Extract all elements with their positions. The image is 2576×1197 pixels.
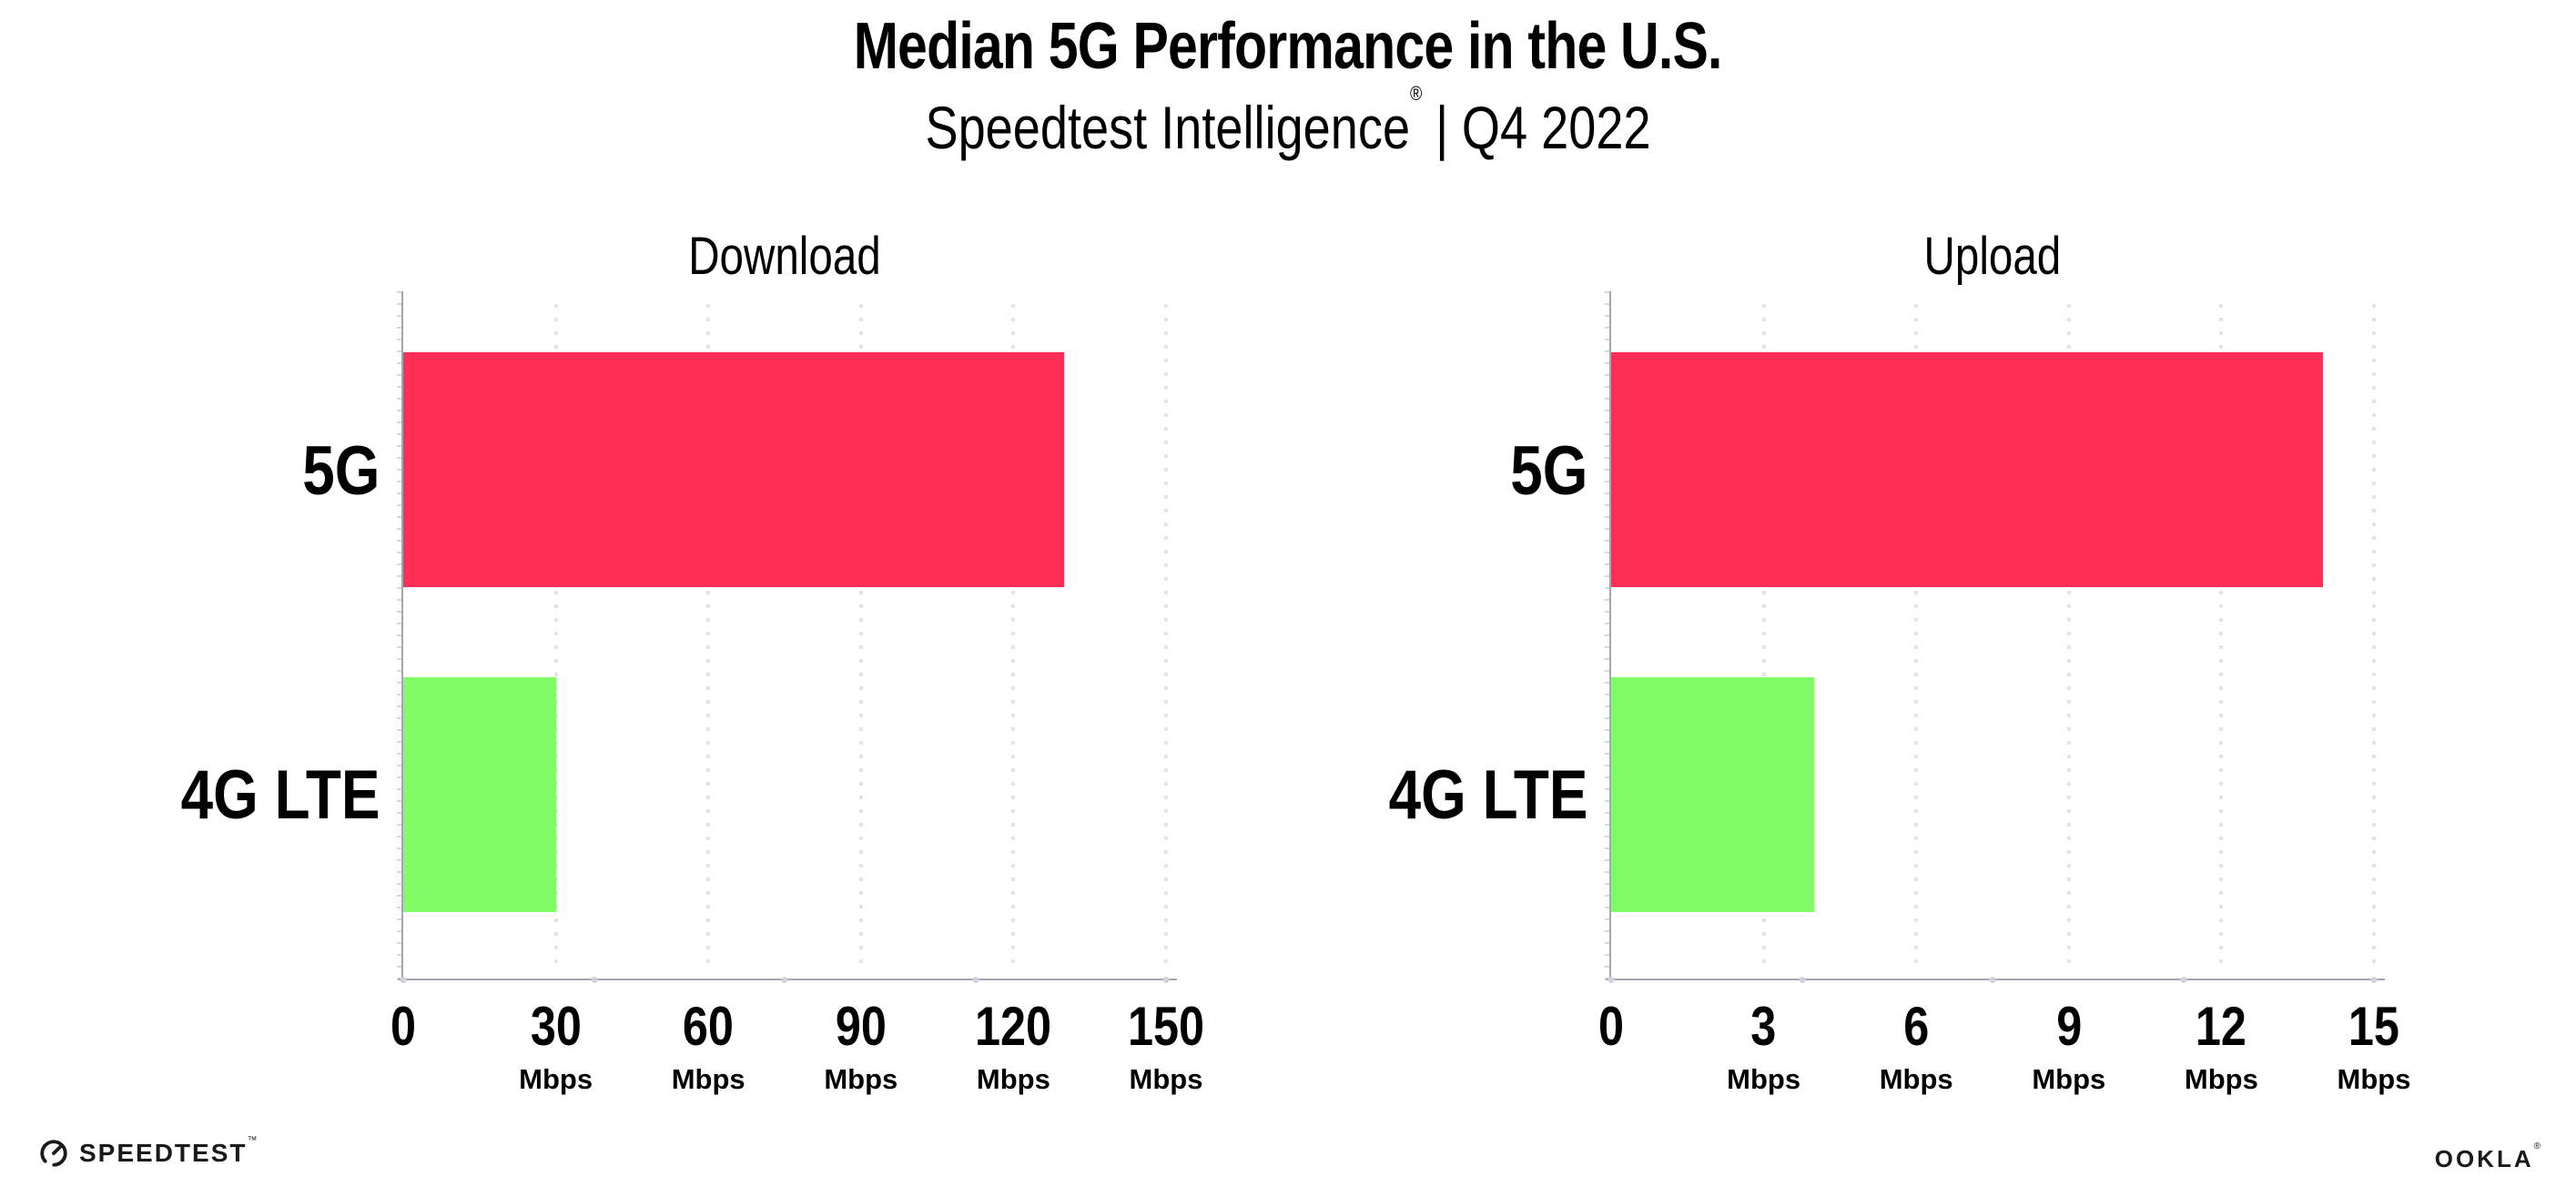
x-tick-value: 6: [1903, 996, 1930, 1057]
x-axis-tick-dot: [1162, 977, 1170, 983]
x-tick-unit: Mbps: [1879, 1063, 1953, 1095]
x-tick-value: 12: [2196, 996, 2247, 1057]
plot-area: [397, 291, 1177, 983]
speedtest-logo: SPEEDTEST™: [38, 1134, 259, 1172]
x-tick-unit: Mbps: [2337, 1063, 2411, 1095]
x-tick-value: 15: [2348, 996, 2400, 1057]
x-tick-unit: Mbps: [1129, 1063, 1203, 1095]
gridline: [2372, 304, 2376, 968]
x-tick-value: 0: [390, 996, 417, 1057]
page-subtitle: Speedtest Intelligence® | Q4 2022: [0, 83, 2576, 161]
x-tick: 120 Mbps: [968, 996, 1059, 1095]
gridline: [1914, 304, 1919, 968]
gridline: [1164, 304, 1168, 968]
x-tick-value: 90: [835, 996, 887, 1057]
x-tick: 60 Mbps: [671, 996, 745, 1095]
x-tick-value: 9: [2055, 996, 2082, 1057]
x-tick-value: 30: [530, 996, 582, 1057]
chart-title: Upload: [1611, 228, 2374, 286]
subtitle-divider: |: [1435, 94, 1449, 161]
subtitle-brand: Speedtest Intelligence: [925, 94, 1411, 161]
x-axis-tick-dot: [2370, 977, 2378, 983]
x-tick-value: 150: [1127, 996, 1205, 1057]
y-axis-line: [1609, 291, 1611, 980]
ookla-logo: OOKLA®: [2434, 1141, 2543, 1173]
x-tick: 30 Mbps: [519, 996, 593, 1095]
x-tick: 15 Mbps: [2337, 996, 2411, 1095]
page-title-text: Median 5G Performance in the U.S.: [854, 10, 1723, 83]
gridline: [553, 304, 558, 968]
x-axis-tick-dot: [400, 977, 407, 983]
gridline: [1011, 304, 1016, 968]
y-axis-minor-ticks: [1605, 291, 1609, 980]
gridline: [858, 304, 863, 968]
category-label-5g: 5G: [112, 421, 380, 522]
gridline: [706, 304, 711, 968]
x-axis-tick-dot: [591, 977, 597, 983]
gridline: [2219, 304, 2224, 968]
x-tick: 90 Mbps: [824, 996, 898, 1095]
ookla-wordmark: OOKLA: [2434, 1145, 2534, 1172]
x-tick-value: 60: [683, 996, 735, 1057]
x-tick: 9 Mbps: [2032, 996, 2106, 1095]
gridline: [2066, 304, 2071, 968]
x-tick: 6 Mbps: [1879, 996, 1953, 1095]
page-title: Median 5G Performance in the U.S.: [0, 10, 2576, 83]
x-axis-tick-dot: [972, 977, 979, 983]
x-axis-tick-dot: [781, 977, 788, 983]
x-axis-ticks: 0 3 Mbps 6 Mbps 9 Mbps 12 Mbps 15 Mbps: [1598, 996, 2410, 1127]
category-label-4g-lte: 4G LTE: [112, 746, 380, 846]
chart-title-text: Upload: [1923, 227, 2062, 286]
y-axis-line: [401, 291, 403, 980]
x-tick-unit: Mbps: [671, 1063, 745, 1095]
bar-5g: [403, 352, 1065, 587]
x-tick-unit: Mbps: [519, 1063, 593, 1095]
chart-title: Download: [403, 228, 1166, 286]
category-label-text: 4G LTE: [180, 756, 380, 834]
registered-mark: ®: [2533, 1141, 2543, 1152]
download-chart: Download 0 30 Mbps 60 Mbps 90 Mbps 120 Mbps 150 Mb…: [112, 218, 1204, 1138]
x-tick-value: 120: [975, 996, 1052, 1057]
x-tick: 0: [388, 999, 418, 1054]
x-tick: 3 Mbps: [1727, 996, 1801, 1095]
x-tick-unit: Mbps: [1727, 1063, 1801, 1095]
gridline: [1761, 304, 1766, 968]
y-axis-minor-ticks: [397, 291, 401, 980]
bar-4g-lte: [1611, 677, 1815, 912]
registered-mark: ®: [1410, 82, 1423, 105]
x-tick: 0: [1596, 999, 1626, 1054]
category-label-text: 5G: [301, 432, 380, 510]
plot-area: [1605, 291, 2385, 983]
category-label-4g-lte: 4G LTE: [1320, 746, 1587, 846]
speedtest-gauge-icon: [40, 1140, 67, 1167]
category-label-text: 4G LTE: [1388, 756, 1587, 834]
x-axis-tick-dot: [1989, 977, 1996, 983]
category-label-5g: 5G: [1320, 421, 1587, 522]
x-tick-unit: Mbps: [976, 1063, 1050, 1095]
x-tick-unit: Mbps: [2032, 1063, 2106, 1095]
x-axis-tick-dot: [2180, 977, 2186, 983]
page-subtitle-text: Speedtest Intelligence® | Q4 2022: [925, 83, 1651, 161]
x-tick-unit: Mbps: [824, 1063, 898, 1095]
subtitle-period: Q4 2022: [1461, 94, 1651, 161]
category-label-text: 5G: [1509, 432, 1587, 510]
upload-chart: Upload 0 3 Mbps 6 Mbps 9 Mbps 12 Mbps 15 Mbps 5G 4G…: [1320, 218, 2410, 1138]
x-tick: 12 Mbps: [2184, 996, 2258, 1095]
bar-4g-lte: [403, 677, 556, 912]
x-axis-tick-dot: [1799, 977, 1805, 983]
x-tick-unit: Mbps: [2184, 1063, 2258, 1095]
x-tick-value: 0: [1597, 996, 1625, 1057]
x-tick-value: 3: [1750, 996, 1777, 1057]
bar-5g: [1611, 352, 2324, 587]
x-axis-ticks: 0 30 Mbps 60 Mbps 90 Mbps 120 Mbps 150 Mbps: [390, 996, 1204, 1127]
speedtest-wordmark: SPEEDTEST™: [79, 1134, 259, 1167]
x-tick: 150 Mbps: [1121, 996, 1212, 1095]
x-axis-tick-dot: [1607, 977, 1615, 983]
trademark-mark: ™: [247, 1134, 259, 1146]
chart-title-text: Download: [688, 227, 881, 286]
